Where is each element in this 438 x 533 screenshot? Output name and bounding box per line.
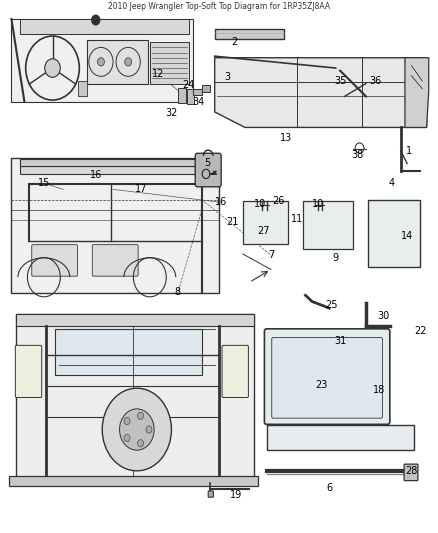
Polygon shape: [405, 58, 429, 127]
Text: 16: 16: [215, 197, 227, 207]
Polygon shape: [20, 19, 189, 35]
Text: 15: 15: [38, 178, 50, 188]
FancyBboxPatch shape: [32, 245, 78, 276]
Text: 11: 11: [291, 214, 303, 224]
Circle shape: [124, 434, 130, 442]
Circle shape: [125, 58, 132, 66]
FancyBboxPatch shape: [150, 42, 189, 84]
FancyBboxPatch shape: [55, 329, 202, 375]
Text: 9: 9: [333, 253, 339, 263]
FancyBboxPatch shape: [15, 345, 42, 398]
Text: 18: 18: [373, 385, 385, 395]
Polygon shape: [78, 81, 87, 96]
Polygon shape: [20, 166, 202, 174]
Circle shape: [98, 58, 104, 66]
Polygon shape: [11, 19, 193, 102]
Polygon shape: [11, 158, 219, 293]
Circle shape: [45, 59, 60, 77]
FancyBboxPatch shape: [222, 345, 248, 398]
Polygon shape: [187, 88, 194, 104]
Text: 21: 21: [226, 217, 238, 227]
Polygon shape: [178, 87, 186, 103]
Text: 10: 10: [254, 199, 266, 209]
Polygon shape: [215, 29, 284, 38]
Text: 26: 26: [272, 196, 285, 206]
FancyBboxPatch shape: [195, 154, 221, 187]
Polygon shape: [202, 85, 210, 92]
Text: 27: 27: [257, 225, 269, 236]
Text: 10: 10: [312, 199, 325, 209]
Text: 23: 23: [316, 379, 328, 390]
Text: 6: 6: [326, 483, 332, 493]
Circle shape: [102, 388, 171, 471]
Text: 4: 4: [389, 178, 395, 188]
FancyBboxPatch shape: [87, 39, 148, 84]
Text: 7: 7: [268, 250, 274, 260]
Text: 25: 25: [325, 300, 338, 310]
Circle shape: [124, 417, 130, 425]
Text: 13: 13: [280, 133, 292, 143]
FancyBboxPatch shape: [404, 464, 418, 481]
Text: 16: 16: [90, 170, 102, 180]
Text: 2: 2: [231, 37, 237, 47]
Polygon shape: [193, 88, 202, 95]
Text: 32: 32: [165, 108, 178, 118]
FancyBboxPatch shape: [272, 337, 382, 418]
Text: 19: 19: [230, 490, 242, 500]
FancyBboxPatch shape: [243, 201, 288, 244]
Text: 1: 1: [406, 146, 412, 156]
FancyBboxPatch shape: [208, 491, 213, 497]
Text: 28: 28: [405, 466, 417, 476]
Polygon shape: [20, 159, 202, 166]
Text: 8: 8: [175, 287, 181, 297]
Polygon shape: [215, 58, 427, 127]
Text: 34: 34: [192, 96, 205, 107]
Text: 31: 31: [334, 336, 346, 346]
Circle shape: [138, 412, 144, 419]
Text: 38: 38: [351, 150, 364, 160]
Text: 22: 22: [414, 326, 426, 336]
Text: 24: 24: [183, 80, 195, 90]
Text: 30: 30: [377, 311, 389, 321]
Text: 2010 Jeep Wrangler Top-Soft Top Diagram for 1RP35ZJ8AA: 2010 Jeep Wrangler Top-Soft Top Diagram …: [108, 2, 330, 11]
Circle shape: [92, 15, 100, 25]
Circle shape: [120, 409, 154, 450]
Text: 35: 35: [334, 76, 346, 86]
Text: 5: 5: [204, 158, 210, 167]
Text: 17: 17: [135, 184, 147, 195]
Text: 14: 14: [401, 231, 413, 241]
Text: 12: 12: [152, 69, 165, 79]
Text: 36: 36: [369, 76, 381, 86]
Circle shape: [146, 426, 152, 433]
FancyBboxPatch shape: [9, 476, 258, 486]
FancyBboxPatch shape: [92, 245, 138, 276]
Text: 3: 3: [225, 72, 231, 82]
FancyBboxPatch shape: [304, 201, 353, 249]
FancyBboxPatch shape: [16, 314, 254, 480]
Circle shape: [138, 440, 144, 447]
Polygon shape: [16, 314, 254, 326]
FancyBboxPatch shape: [265, 329, 390, 424]
FancyBboxPatch shape: [368, 200, 420, 267]
FancyBboxPatch shape: [267, 425, 413, 450]
